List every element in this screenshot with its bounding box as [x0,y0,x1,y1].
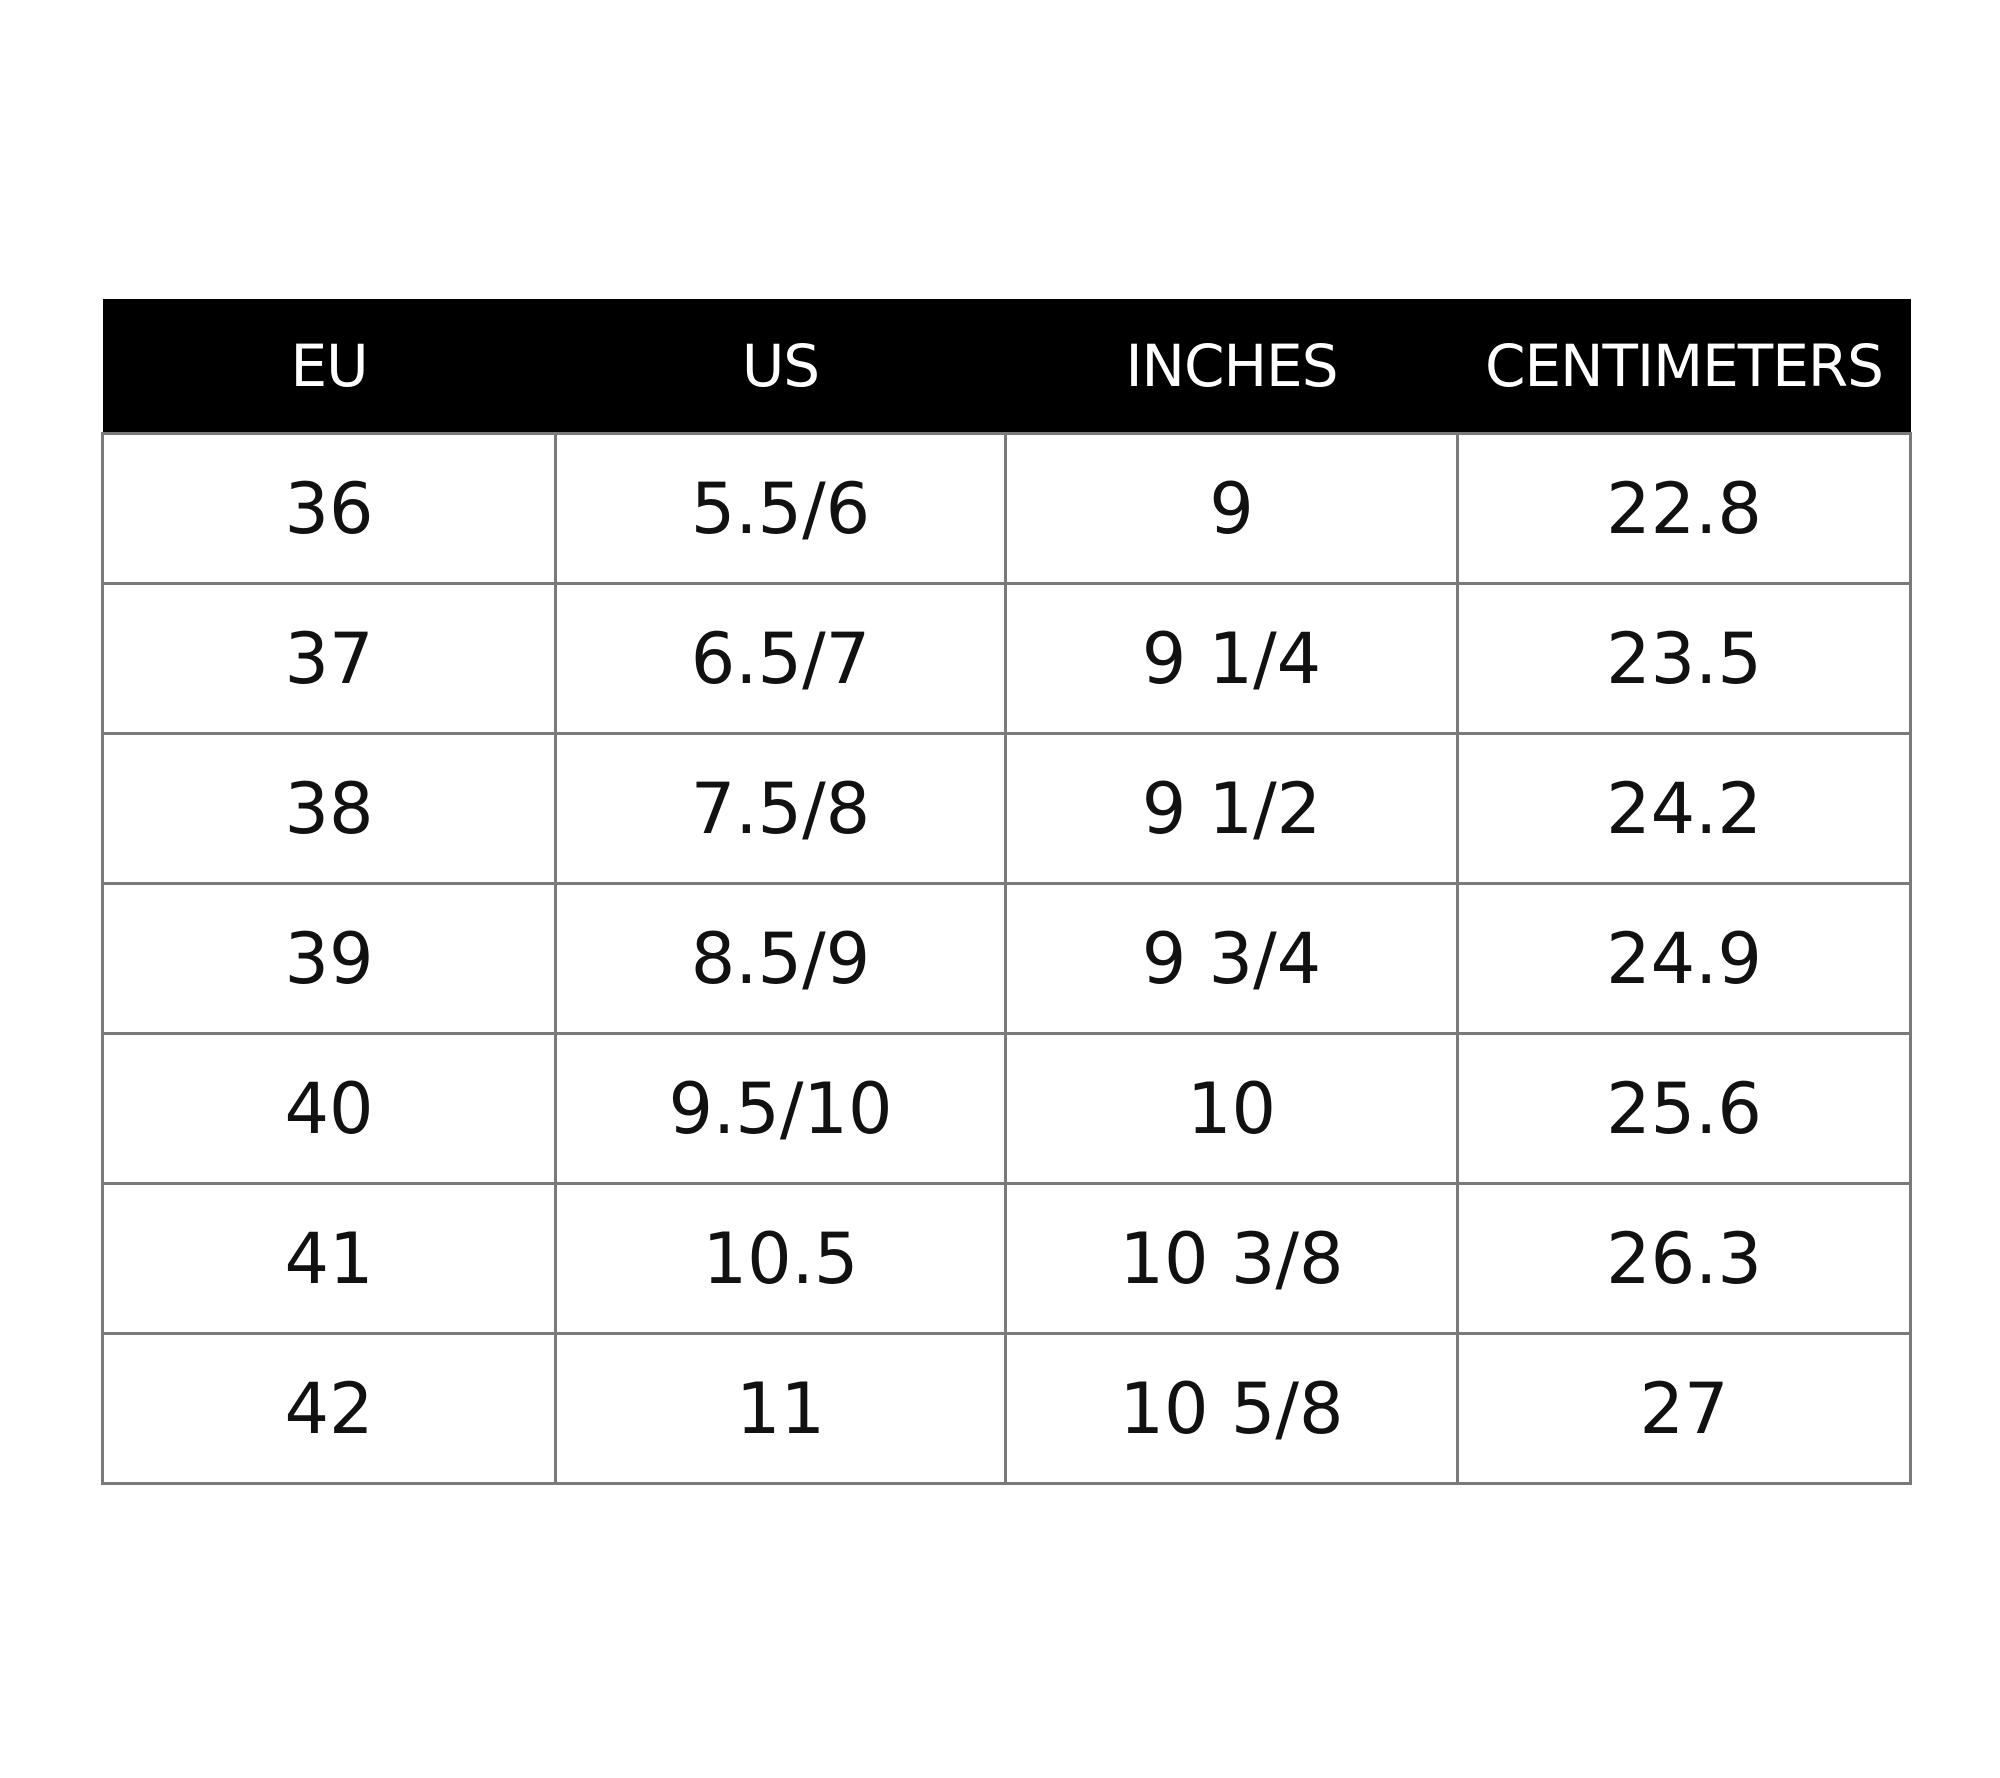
size-chart-table: EU US INCHES CENTIMETERS 36 5.5/6 9 22.8 37 6.5/… [101,299,1912,1485]
table-row: 40 9.5/10 10 25.6 [101,1032,1912,1185]
table-cell: 9 3/4 [1004,882,1459,1035]
table-cell: 8.5/9 [554,882,1007,1035]
table-cell: 10.5 [554,1182,1007,1335]
header-row: EU US INCHES CENTIMETERS [102,299,1911,434]
table-cell: 23.5 [1456,582,1912,735]
table-body: 36 5.5/6 9 22.8 37 6.5/7 9 1/4 23.5 38 7.5/8 9 1/2… [101,432,1912,1485]
table-cell: 24.9 [1456,882,1912,1035]
table-cell: 22.8 [1456,432,1912,585]
table-cell: 40 [101,1032,557,1185]
table-cell: 37 [101,582,557,735]
table-cell: 42 [101,1332,557,1485]
table-cell: 27 [1456,1332,1912,1485]
table-cell: 24.2 [1456,732,1912,885]
table-cell: 6.5/7 [554,582,1007,735]
table-cell: 9.5/10 [554,1032,1007,1185]
table-cell: 38 [101,732,557,885]
header-cell: US [555,299,1006,434]
table-cell: 7.5/8 [554,732,1007,885]
table-row: 38 7.5/8 9 1/2 24.2 [101,732,1912,885]
table-row: 42 11 10 5/8 27 [101,1332,1912,1485]
table-cell: 10 3/8 [1004,1182,1459,1335]
header-cell: INCHES [1005,299,1458,434]
table-cell: 5.5/6 [554,432,1007,585]
table-row: 41 10.5 10 3/8 26.3 [101,1182,1912,1335]
table-cell: 36 [101,432,557,585]
header-cell: CENTIMETERS [1457,299,1911,434]
table-row: 37 6.5/7 9 1/4 23.5 [101,582,1912,735]
table-cell: 26.3 [1456,1182,1912,1335]
table-cell: 10 [1004,1032,1459,1185]
table-row: 39 8.5/9 9 3/4 24.9 [101,882,1912,1035]
table-cell: 9 1/2 [1004,732,1459,885]
table-cell: 10 5/8 [1004,1332,1459,1485]
table-header: EU US INCHES CENTIMETERS [102,299,1911,434]
table-cell: 9 1/4 [1004,582,1459,735]
table-cell: 41 [101,1182,557,1335]
table-cell: 9 [1004,432,1459,585]
table-cell: 39 [101,882,557,1035]
table-cell: 25.6 [1456,1032,1912,1185]
header-cell: EU [102,299,556,434]
table-cell: 11 [554,1332,1007,1485]
table-row: 36 5.5/6 9 22.8 [101,432,1912,585]
